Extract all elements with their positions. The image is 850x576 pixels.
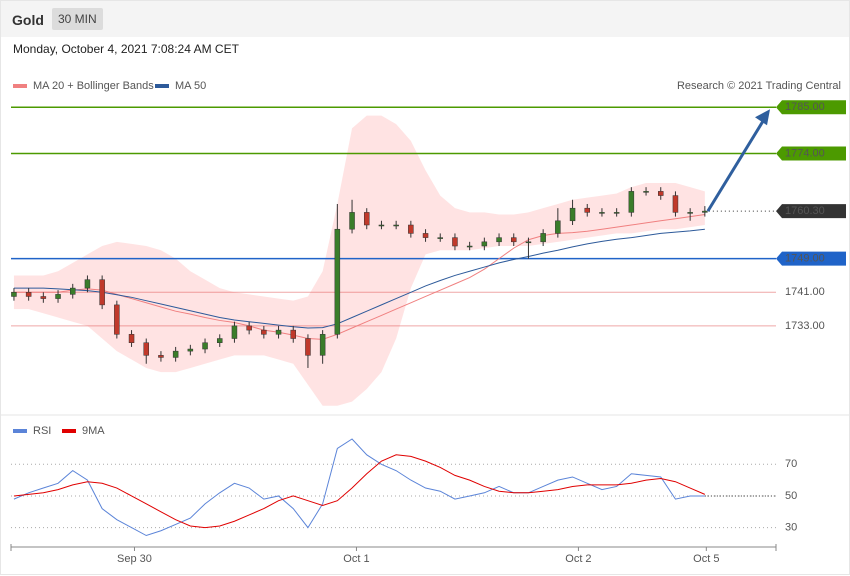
- y-tick-label: 30: [785, 522, 797, 534]
- legend-swatch: [62, 429, 76, 433]
- candle-body: [246, 325, 252, 331]
- level-tag: [776, 251, 846, 266]
- candle-body: [452, 237, 458, 247]
- candle-body: [114, 304, 120, 335]
- candle-body: [158, 355, 164, 358]
- legend-swatch: [13, 429, 27, 433]
- candle-body: [275, 329, 282, 335]
- level-tag: [776, 146, 846, 161]
- legend-label: MA 50: [175, 80, 206, 92]
- candle-body: [99, 279, 105, 306]
- candle-body: [569, 207, 576, 222]
- candle-body: [319, 334, 326, 356]
- candle-body: [599, 212, 605, 214]
- date: Monday, October 4, 2021 7:08:24 AM CET: [13, 42, 239, 56]
- forecast-arrow: [706, 115, 768, 212]
- moving-average: [13, 228, 705, 329]
- candle-body: [687, 212, 693, 214]
- level-tag: [776, 204, 846, 219]
- level-label: 1760.30: [785, 205, 825, 217]
- rsi-line: [13, 454, 706, 529]
- candle-body: [378, 224, 385, 227]
- level-label: 1774.00: [785, 147, 825, 159]
- candle-body: [55, 294, 61, 299]
- legend-label: RSI: [33, 425, 51, 437]
- level-tag: [776, 100, 846, 115]
- candle-body: [672, 195, 679, 213]
- legend-swatch: [13, 84, 27, 88]
- candle-body: [143, 342, 149, 356]
- moving-average: [13, 213, 705, 340]
- timeframe[interactable]: 30 MIN: [52, 8, 103, 30]
- y-tick-label: 70: [785, 458, 797, 470]
- top-bar: Gold 30 MIN: [0, 0, 850, 37]
- legend-swatch: [155, 84, 169, 88]
- candle-body: [525, 241, 532, 244]
- candle-body: [481, 241, 488, 247]
- level-label: 1741.00: [785, 286, 825, 298]
- x-tick-label: Oct 1: [343, 553, 369, 565]
- candle-body: [11, 292, 17, 297]
- symbol: Gold: [12, 12, 44, 28]
- candle-body: [187, 348, 194, 352]
- annotation: Research © 2021 Trading Central: [677, 80, 841, 92]
- forecast-arrow-head: [755, 109, 770, 126]
- candle-body: [305, 338, 311, 356]
- candle-body: [540, 233, 546, 243]
- candle-body: [393, 224, 399, 227]
- candle-body: [349, 212, 355, 230]
- candle-body: [172, 350, 179, 358]
- candle-body: [643, 191, 649, 193]
- candle-body: [231, 325, 238, 339]
- candle-body: [422, 233, 429, 238]
- candle-body: [555, 220, 561, 234]
- candle-body: [466, 245, 473, 248]
- candle-body: [584, 207, 590, 213]
- x-tick-label: Oct 2: [565, 553, 591, 565]
- candle-body: [408, 224, 414, 234]
- candle-body: [202, 342, 208, 350]
- candle-body: [496, 237, 502, 243]
- candle-body: [334, 228, 341, 335]
- candle-body: [613, 212, 620, 214]
- y-tick-label: 50: [785, 490, 797, 502]
- bollinger-band: [13, 115, 705, 406]
- candle-body: [437, 237, 443, 239]
- candle-body: [69, 287, 76, 295]
- candle-body: [628, 191, 635, 213]
- candle-body: [290, 329, 296, 339]
- level-label: 1733.00: [785, 320, 825, 332]
- x-tick-label: Oct 5: [693, 553, 719, 565]
- legend-label: MA 20 + Bollinger Bands: [33, 80, 154, 92]
- level-label: 1749.00: [785, 253, 825, 265]
- rsi-line: [13, 438, 705, 537]
- level-label: 1785.00: [785, 101, 825, 113]
- candle-body: [658, 191, 664, 196]
- candle-body: [25, 292, 32, 297]
- legend-label: 9MA: [82, 425, 105, 437]
- candle-body: [510, 237, 517, 243]
- candle-body: [261, 329, 267, 335]
- candle-body: [128, 334, 135, 343]
- candle-body: [702, 210, 708, 213]
- candle-body: [84, 279, 91, 289]
- candle-body: [216, 338, 223, 343]
- x-tick-label: Sep 30: [117, 553, 152, 565]
- candle-body: [363, 212, 370, 226]
- candle-body: [40, 296, 47, 299]
